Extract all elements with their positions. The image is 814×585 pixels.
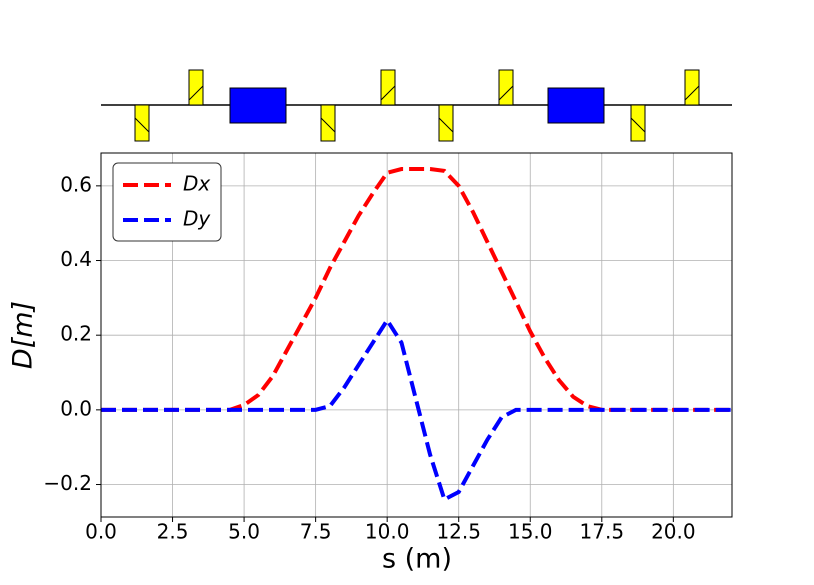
x-tick-label: 5.0 [228, 520, 260, 544]
dipole [229, 87, 287, 124]
x-tick-label: 17.5 [580, 520, 625, 544]
dipole [547, 87, 605, 124]
x-tick-label: 20.0 [651, 520, 696, 544]
lattice [101, 69, 732, 142]
quadrupole [630, 104, 646, 142]
plot-frame [100, 152, 733, 518]
legend-label: Dy [183, 207, 211, 231]
x-tick-label: 10.0 [365, 520, 410, 544]
y-axis-label: D[m] [8, 301, 39, 369]
legend-box [112, 162, 222, 242]
quadrupole [320, 104, 336, 142]
y-tick-label: 0.4 [60, 247, 92, 271]
y-tick-label: 0.6 [60, 172, 92, 196]
x-tick-label: 15.0 [508, 520, 553, 544]
y-tick-label: 0.0 [60, 396, 92, 420]
x-tick-label: 0.0 [85, 520, 117, 544]
quadrupole [134, 104, 150, 142]
x-axis-label: s (m) [382, 544, 452, 575]
y-tick-label: 0.2 [60, 322, 92, 346]
legend-label: Dx [183, 172, 210, 196]
quadrupole [438, 104, 454, 142]
x-tick-label: 12.5 [436, 520, 481, 544]
y-tick-label: −0.2 [43, 471, 92, 495]
x-tick-label: 2.5 [157, 520, 189, 544]
data-line [101, 167, 732, 412]
x-tick-label: 7.5 [300, 520, 332, 544]
